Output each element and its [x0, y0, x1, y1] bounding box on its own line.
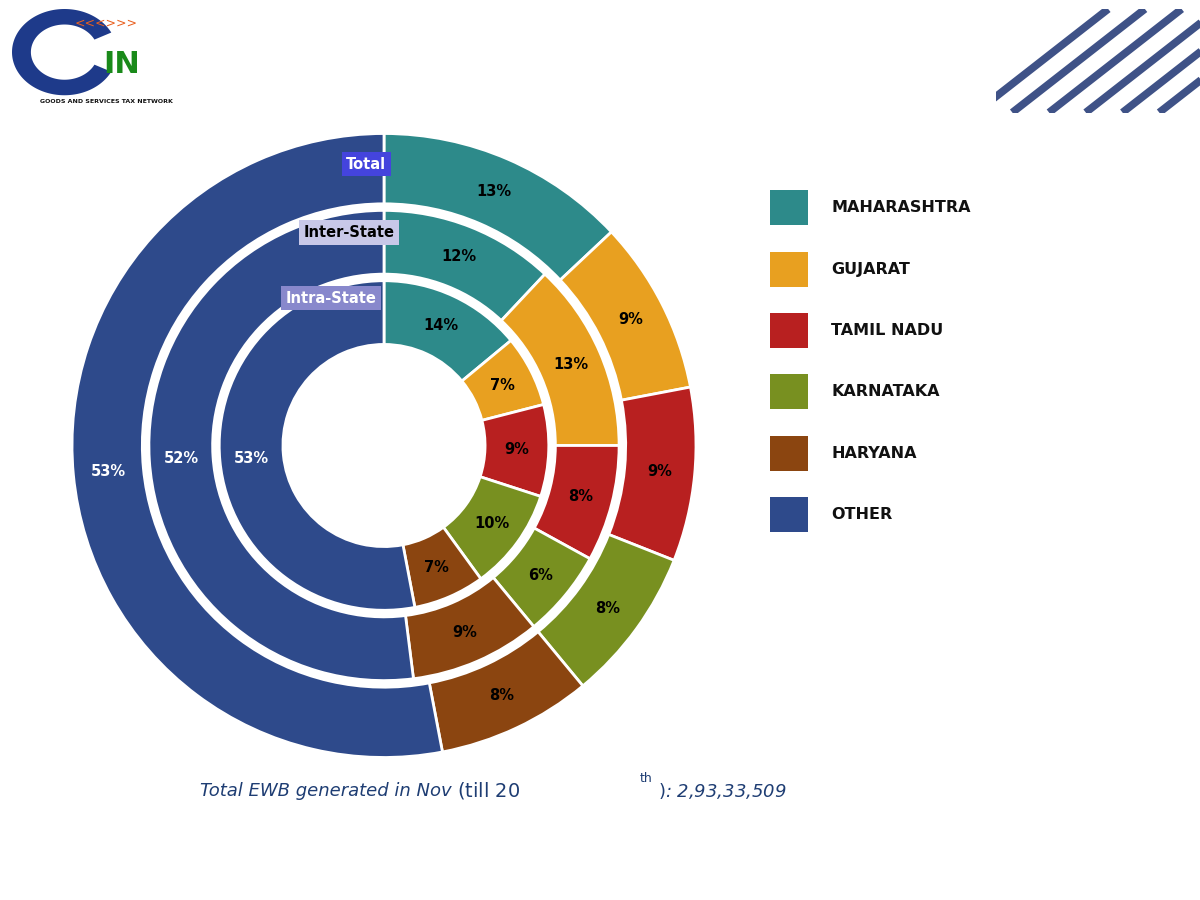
Wedge shape [384, 211, 545, 320]
Text: TAMIL NADU: TAMIL NADU [832, 323, 943, 338]
Text: www.gst.gov.in: www.gst.gov.in [70, 860, 185, 872]
Wedge shape [493, 528, 590, 626]
Text: KARNATAKA: KARNATAKA [832, 384, 940, 400]
Text: Inter-State: Inter-State [304, 225, 395, 240]
Wedge shape [538, 535, 674, 686]
Text: 9%: 9% [647, 464, 672, 479]
Wedge shape [72, 133, 443, 758]
Wedge shape [430, 632, 583, 752]
Wedge shape [560, 232, 690, 400]
FancyBboxPatch shape [770, 497, 808, 532]
Text: 53%: 53% [91, 464, 126, 479]
FancyBboxPatch shape [770, 190, 808, 225]
Text: 14%: 14% [424, 318, 458, 333]
Text: OTHER: OTHER [832, 507, 893, 522]
Text: 8%: 8% [490, 688, 515, 704]
Wedge shape [534, 446, 619, 559]
FancyBboxPatch shape [770, 374, 808, 410]
Text: /gstsystemsindia: /gstsystemsindia [346, 860, 473, 872]
Wedge shape [608, 387, 696, 561]
Text: Total: Total [347, 157, 386, 172]
Text: 9%: 9% [618, 312, 643, 328]
Text: 7%: 7% [425, 560, 449, 575]
Wedge shape [444, 477, 541, 579]
Text: 12%: 12% [442, 249, 476, 264]
Wedge shape [406, 578, 534, 679]
Wedge shape [462, 340, 544, 420]
Text: 13%: 13% [553, 357, 588, 373]
Wedge shape [384, 133, 612, 280]
Text: 13%: 13% [476, 184, 511, 199]
Text: th: th [640, 772, 653, 786]
Text: MAHARASHTRA: MAHARASHTRA [832, 200, 971, 215]
Text: 6%: 6% [528, 568, 553, 582]
Text: Intra-State: Intra-State [286, 291, 377, 306]
Wedge shape [480, 404, 548, 497]
Text: GOODS AND SERVICES TAX NETWORK: GOODS AND SERVICES TAX NETWORK [40, 99, 173, 104]
Text: <<<>>>: <<<>>> [74, 16, 138, 30]
Text: S: S [58, 44, 72, 63]
FancyBboxPatch shape [770, 436, 808, 471]
Text: $($till 20: $($till 20 [457, 780, 521, 801]
Text: 8%: 8% [595, 600, 620, 616]
Text: 7%: 7% [490, 378, 515, 392]
Text: $)$: 2,93,33,509: $)$: 2,93,33,509 [659, 780, 787, 801]
Text: @askGSTech: @askGSTech [634, 860, 727, 872]
Text: 53%: 53% [234, 451, 269, 465]
Text: 52%: 52% [163, 451, 199, 466]
Text: 10%: 10% [474, 516, 509, 531]
Text: 8%: 8% [569, 489, 593, 503]
Text: Total EWB generated in Nov: Total EWB generated in Nov [200, 781, 457, 799]
Text: IN: IN [103, 50, 139, 78]
Text: GUJARAT: GUJARAT [832, 262, 911, 276]
FancyBboxPatch shape [770, 252, 808, 286]
Text: HARYANA: HARYANA [832, 446, 917, 461]
Wedge shape [403, 527, 481, 608]
Wedge shape [502, 274, 619, 446]
Text: 9%: 9% [504, 442, 529, 457]
FancyBboxPatch shape [770, 313, 808, 348]
Polygon shape [12, 9, 112, 95]
Wedge shape [220, 281, 415, 610]
Text: 9%: 9% [452, 625, 478, 640]
Wedge shape [384, 281, 511, 381]
Text: /Goods&ServicesTaxNetwork: /Goods&ServicesTaxNetwork [910, 860, 1124, 872]
Wedge shape [149, 211, 414, 680]
Text: Top 5 E-Way Bill Generating States in November: Top 5 E-Way Bill Generating States in No… [196, 81, 836, 105]
